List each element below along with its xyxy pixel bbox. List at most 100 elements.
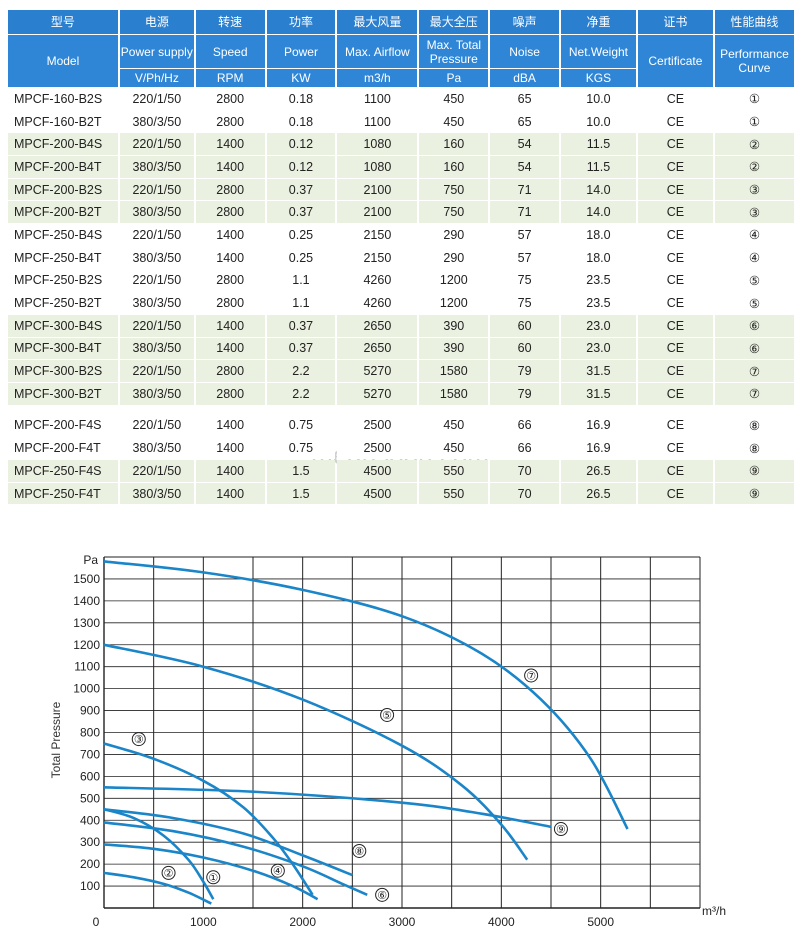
- table-cell: ⑨: [714, 482, 794, 505]
- header-cn-cell: 最大风量: [337, 10, 418, 34]
- table-row: MPCF-300-B4S 220/1/50 1400 0.37 2650 390 60 23.…: [8, 314, 794, 337]
- table-cell: 66: [490, 414, 559, 437]
- table-cell: CE: [637, 178, 713, 201]
- table-cell: 10.0: [560, 88, 636, 110]
- table-cell: 79: [490, 382, 559, 405]
- table-row: MPCF-160-B2S 220/1/50 2800 0.18 1100 450 65 10.…: [8, 88, 794, 110]
- y-tick-label: 1000: [73, 682, 100, 696]
- table-cell: 160: [419, 133, 489, 156]
- curve-marker: ⑨: [553, 822, 568, 837]
- table-row: MPCF-200-F4S 220/1/50 1400 0.75 2500 450 66 16.…: [8, 414, 794, 437]
- table-row: MPCF-250-F4T 380/3/50 1400 1.5 4500 550 70 26.5…: [8, 482, 794, 505]
- table-cell: 220/1/50: [119, 224, 194, 246]
- table-cell: 57: [490, 224, 559, 246]
- table-cell: 1.1: [266, 269, 336, 292]
- table-cell: 23.5: [560, 269, 636, 292]
- header-unit-cell: m3/h: [337, 69, 418, 87]
- chart-ticks: 100 200 300 400 500 600 700 800 900 1000 1100 1200 1…: [73, 572, 614, 929]
- table-cell: CE: [637, 246, 713, 269]
- table-gap-cell: [8, 406, 794, 414]
- table-cell: 1580: [419, 382, 489, 405]
- y-tick-label: 300: [80, 835, 100, 849]
- table-cell: 390: [419, 337, 489, 360]
- y-tick-label: 1200: [73, 638, 100, 652]
- model-cell: MPCF-200-B2S: [8, 178, 118, 201]
- table-cell: 54: [490, 133, 559, 156]
- x-tick-label: 0: [93, 915, 100, 929]
- table-cell: 220/1/50: [119, 360, 194, 382]
- curve-marker-circle: [380, 707, 395, 722]
- table-cell: 450: [419, 437, 489, 459]
- y-tick-label: 400: [80, 813, 100, 827]
- curve-marker-label: ④: [273, 866, 283, 878]
- table-cell: ⑨: [714, 460, 794, 482]
- table-cell: 0.18: [266, 110, 336, 133]
- table-cell: 0.75: [266, 437, 336, 459]
- curve-marker-label: ⑧: [354, 846, 364, 858]
- curve-marker-label: ②: [164, 868, 174, 880]
- y-axis-title: Total Pressure: [49, 701, 63, 778]
- table-cell: 2800: [195, 201, 265, 224]
- table-cell: CE: [637, 360, 713, 382]
- table-cell: 2800: [195, 360, 265, 382]
- y-tick-label: 200: [80, 857, 100, 871]
- model-cell: MPCF-300-B2T: [8, 382, 118, 405]
- model-cell: MPCF-200-B4T: [8, 156, 118, 178]
- curve-marker-label: ⑨: [556, 824, 566, 836]
- table-cell: 2100: [337, 201, 418, 224]
- model-cell: MPCF-200-F4T: [8, 437, 118, 459]
- table-row: MPCF-250-B4S 220/1/50 1400 0.25 2150 290 57 18.…: [8, 224, 794, 246]
- table-cell: 2800: [195, 382, 265, 405]
- table-cell: 70: [490, 460, 559, 482]
- table-cell: ①: [714, 110, 794, 133]
- table-cell: 71: [490, 201, 559, 224]
- header-en-cell: Max. Total Pressure: [419, 35, 489, 68]
- table-cell: 4500: [337, 482, 418, 505]
- table-cell: 54: [490, 156, 559, 178]
- table-cell: 0.37: [266, 201, 336, 224]
- table-cell: 31.5: [560, 382, 636, 405]
- table-cell: 0.12: [266, 133, 336, 156]
- curve-marker: ③: [131, 732, 146, 747]
- table-cell: CE: [637, 110, 713, 133]
- table-cell: 16.9: [560, 414, 636, 437]
- table-cell: 14.0: [560, 201, 636, 224]
- table-cell: 0.18: [266, 88, 336, 110]
- table-cell: 380/3/50: [119, 246, 194, 269]
- table-cell: CE: [637, 337, 713, 360]
- header-performance-curve: Performance Curve: [714, 35, 794, 87]
- table-cell: CE: [637, 292, 713, 314]
- table-cell: 220/1/50: [119, 414, 194, 437]
- x-tick-label: 3000: [389, 915, 416, 929]
- table-cell: ⑧: [714, 414, 794, 437]
- table-cell: 23.0: [560, 314, 636, 337]
- table-cell: 4260: [337, 292, 418, 314]
- curve-marker-circle: [553, 822, 568, 837]
- table-cell: 450: [419, 88, 489, 110]
- table-cell: 60: [490, 337, 559, 360]
- table-row: MPCF-200-B2S 220/1/50 2800 0.37 2100 750 71 14.…: [8, 178, 794, 201]
- x-tick-label: 1000: [190, 915, 217, 929]
- header-row-en: Model Power supply Speed Power Max. Airf…: [8, 35, 794, 87]
- header-cn-cell: 证书: [637, 10, 713, 34]
- table-cell: 1400: [195, 460, 265, 482]
- curve-marker: ④: [270, 863, 285, 878]
- header-en-cell: Max. Airflow: [337, 35, 418, 68]
- table-row: MPCF-200-B4S 220/1/50 1400 0.12 1080 160 54 11.…: [8, 133, 794, 156]
- table-cell: 0.12: [266, 156, 336, 178]
- table-cell: CE: [637, 201, 713, 224]
- table-cell: 1400: [195, 482, 265, 505]
- table-cell: ③: [714, 201, 794, 224]
- header-unit-cell: KW: [266, 69, 336, 87]
- table-cell: 4260: [337, 269, 418, 292]
- table-cell: 0.37: [266, 314, 336, 337]
- table-cell: 1080: [337, 156, 418, 178]
- spec-table: 型号 电源 转速 功率 最大风量 最大全压 噪声 净重 证书 性能曲线 Mode…: [6, 9, 796, 505]
- table-cell: 79: [490, 360, 559, 382]
- table-row: MPCF-200-F4T 380/3/50 1400 0.75 2500 450 66 16.…: [8, 437, 794, 459]
- table-cell: 4500: [337, 460, 418, 482]
- curve-line: [103, 786, 552, 829]
- header-cn-cell: 最大全压: [419, 10, 489, 34]
